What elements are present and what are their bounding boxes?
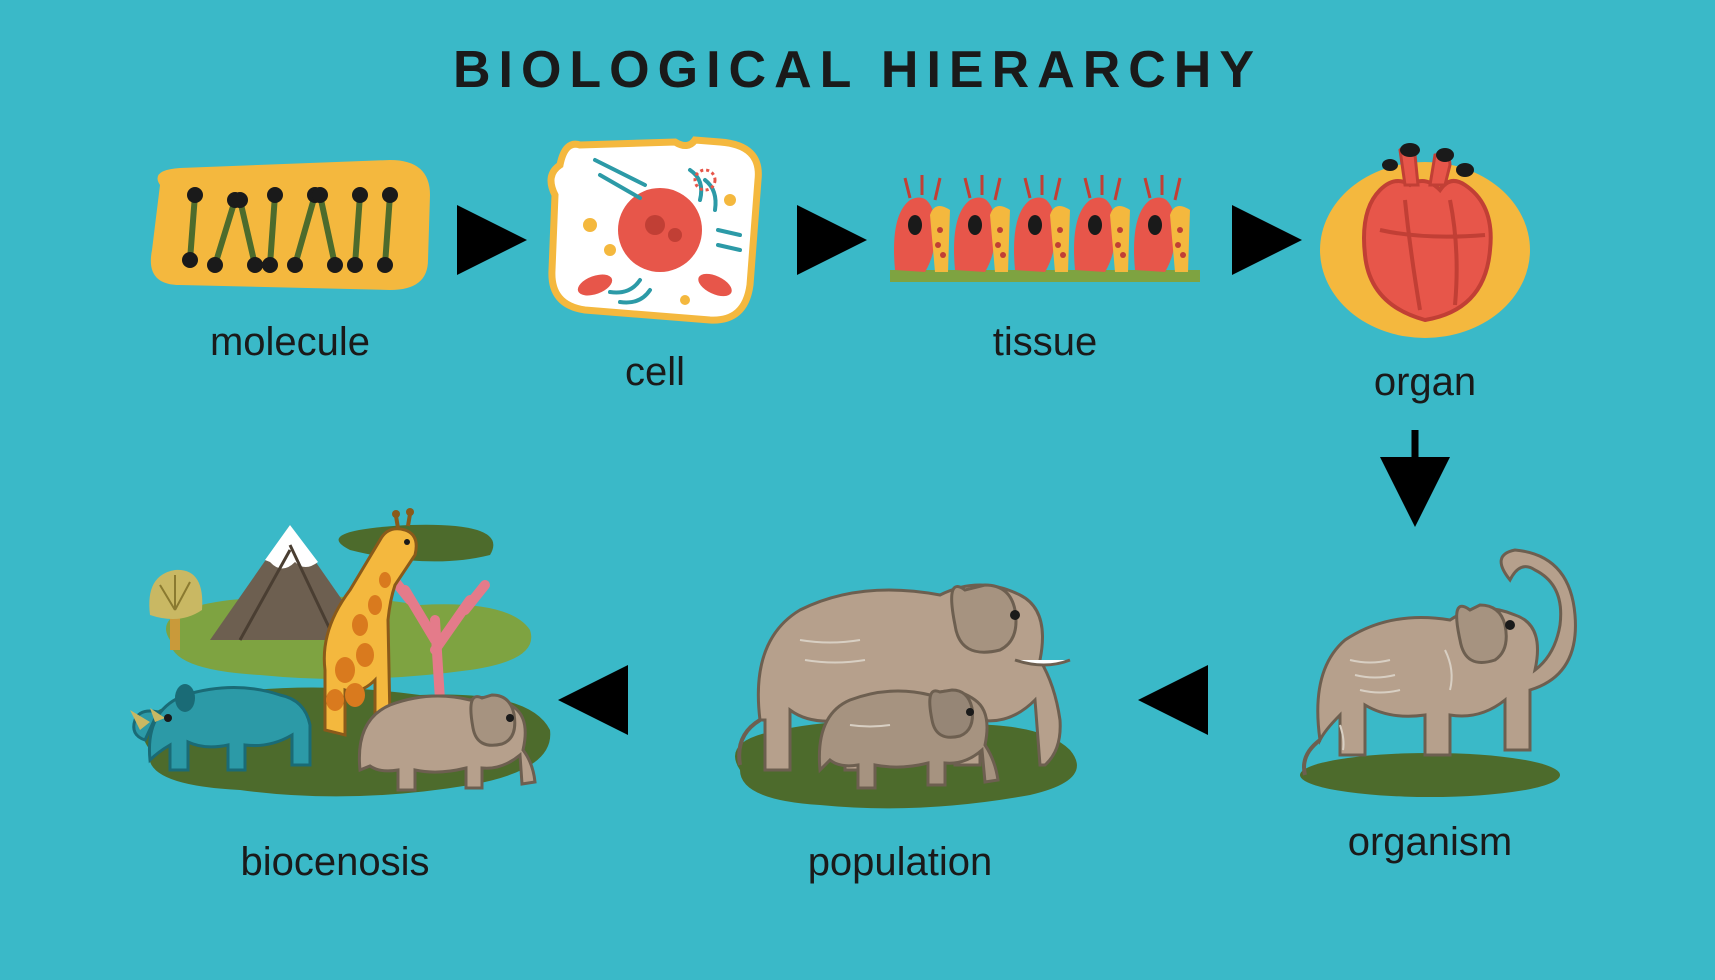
population-icon [700,520,1100,820]
organism-icon [1280,540,1580,800]
tissue-icon [880,160,1210,300]
stage-cell: cell [540,130,770,395]
organ-icon [1310,130,1540,340]
stage-molecule: molecule [140,150,440,365]
biocenosis-icon [110,470,560,820]
stage-label-biocenosis: biocenosis [240,840,429,885]
stage-biocenosis: biocenosis [110,470,560,885]
stage-organ: organ [1310,130,1540,405]
stage-label-molecule: molecule [210,320,370,365]
stage-label-organ: organ [1374,360,1476,405]
stage-label-population: population [808,840,993,885]
stage-tissue: tissue [880,160,1210,365]
stage-label-organism: organism [1348,820,1513,865]
stage-organism: organism [1280,540,1580,865]
stage-label-cell: cell [625,350,685,395]
stage-population: population [700,520,1100,885]
stage-label-tissue: tissue [993,320,1098,365]
page-title: BIOLOGICAL HIERARCHY [0,40,1715,100]
cell-icon [540,130,770,330]
molecule-icon [140,150,440,300]
